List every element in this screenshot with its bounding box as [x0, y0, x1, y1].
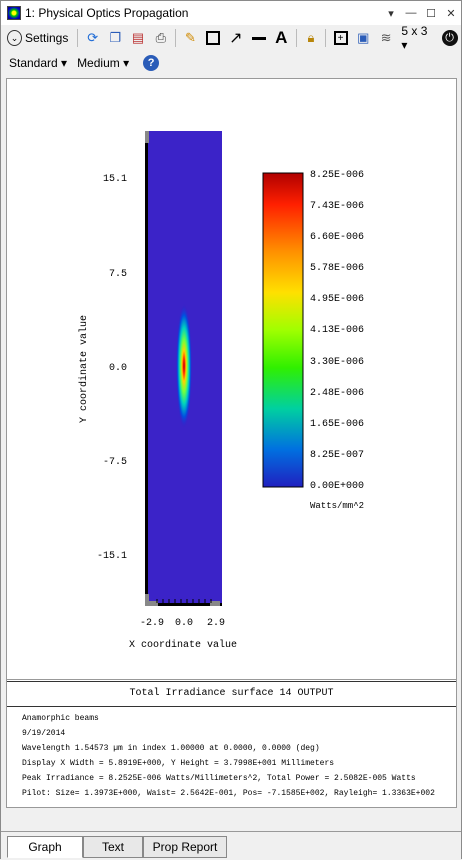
colorbar-label: 5.78E-006 [310, 263, 364, 274]
standard-dropdown[interactable]: Standard ▾ [9, 56, 68, 70]
colorbar-label: 6.60E-006 [310, 232, 364, 243]
colorbar-label: 3.30E-006 [310, 357, 364, 368]
plot-left-axis [145, 131, 148, 606]
title-bar: 1: Physical Optics Propagation ▾ — ☐ ✕ [1, 1, 461, 25]
separator [77, 29, 79, 47]
line-icon[interactable] [250, 29, 267, 47]
colorbar [262, 172, 304, 488]
x-tick-label: 0.0 [175, 618, 193, 629]
tab-bar: Graph Text Prop Report [1, 831, 461, 860]
y-axis-label: Y coordinate value [78, 315, 90, 423]
minimize-icon[interactable]: — [405, 7, 417, 19]
export-icon[interactable]: ▤ [131, 30, 145, 45]
app-icon [7, 6, 21, 20]
info-title: Total Irradiance surface 14 OUTPUT [7, 681, 456, 707]
toolbar: ⌄ Settings ⟳ ❐ ▤ ⎙ ✎ ↗ A 🔒︎ + ▣ ≋ 5 x 3 … [1, 24, 461, 52]
window-icon[interactable]: ▣ [357, 30, 370, 45]
help-icon[interactable]: ? [143, 55, 160, 71]
settings-button[interactable]: Settings [25, 31, 69, 45]
y-tick-label: 15.1 [103, 174, 127, 185]
layout-dropdown[interactable]: 5 x 3 ▾ [401, 24, 428, 52]
info-line: Wavelength 1.54573 µm in index 1.00000 a… [22, 744, 320, 753]
pencil-icon[interactable]: ✎ [184, 30, 196, 45]
info-line: Pilot: Size= 1.3973E+000, Waist= 2.5642E… [22, 789, 435, 798]
graph-canvas: 15.1 7.5 0.0 -7.5 -15.1 -2.9 0.0 2.9 X c… [6, 78, 457, 680]
info-line: 9/19/2014 [22, 729, 66, 738]
colorbar-label: 8.25E-007 [310, 450, 364, 461]
separator [175, 29, 177, 47]
colorbar-label: 4.13E-006 [310, 325, 364, 336]
y-tick-label: 7.5 [109, 269, 127, 280]
rectangle-icon[interactable] [205, 29, 222, 47]
beam-spot [176, 304, 192, 428]
text-icon[interactable]: A [275, 28, 288, 47]
tab-prop-report[interactable]: Prop Report [143, 836, 227, 858]
info-line: Display X Width = 5.8919E+000, Y Height … [22, 759, 335, 768]
y-tick-label: -15.1 [97, 551, 127, 562]
close-icon[interactable]: ✕ [446, 7, 456, 20]
info-line: Peak Irradiance = 8.2525E-006 Watts/Mill… [22, 774, 416, 783]
y-tick-label: -7.5 [103, 457, 127, 468]
colorbar-label: 7.43E-006 [310, 201, 364, 212]
plot-corner-marker [210, 601, 220, 606]
info-panel: Total Irradiance surface 14 OUTPUT Anamo… [6, 680, 457, 808]
colorbar-label: 4.95E-006 [310, 294, 364, 305]
toolbar-secondary: Standard ▾ Medium ▾ ? [1, 51, 461, 75]
irradiance-plot: 15.1 7.5 0.0 -7.5 -15.1 -2.9 0.0 2.9 X c… [78, 131, 364, 651]
colorbar-label: 1.65E-006 [310, 419, 364, 430]
window-title: 1: Physical Optics Propagation [25, 6, 189, 20]
colorbar-label: 2.48E-006 [310, 388, 364, 399]
refresh-icon[interactable]: ⟳ [87, 30, 99, 45]
power-icon[interactable]: ⏻ [441, 29, 458, 47]
plot-corner-marker [148, 601, 158, 606]
print-icon[interactable]: ⎙ [155, 30, 166, 45]
layers-icon[interactable]: ≋ [380, 30, 392, 45]
dropdown-arrow-icon[interactable]: ▾ [388, 7, 394, 20]
copy-icon[interactable]: ❐ [109, 30, 122, 45]
chevron-down-icon[interactable]: ⌄ [7, 30, 22, 46]
info-line: Anamorphic beams [22, 714, 99, 723]
tab-text[interactable]: Text [83, 836, 143, 858]
maximize-icon[interactable]: ☐ [426, 7, 436, 20]
separator [295, 29, 297, 47]
x-axis-label: X coordinate value [129, 639, 237, 651]
y-tick-label: 0.0 [109, 363, 127, 374]
lock-icon[interactable]: 🔒︎ [307, 30, 315, 45]
colorbar-label: 0.00E+000 [310, 481, 364, 492]
colorbar-unit: Watts/mm^2 [310, 501, 364, 511]
tab-graph[interactable]: Graph [7, 836, 83, 858]
plot-corner-marker [145, 131, 149, 143]
info-lines: Anamorphic beams 9/19/2014 Wavelength 1.… [7, 707, 456, 801]
plot-corner-marker [145, 594, 149, 606]
separator [325, 29, 327, 47]
plot-bottom-axis [148, 603, 222, 606]
colorbar-label: 8.25E-006 [310, 170, 364, 181]
x-tick-label: 2.9 [207, 618, 225, 629]
x-minor-ticks [156, 599, 212, 603]
x-tick-label: -2.9 [140, 618, 164, 629]
crosshair-icon[interactable]: + [332, 29, 349, 47]
arrow-icon[interactable]: ↗ [229, 30, 243, 47]
medium-dropdown[interactable]: Medium ▾ [77, 56, 130, 70]
